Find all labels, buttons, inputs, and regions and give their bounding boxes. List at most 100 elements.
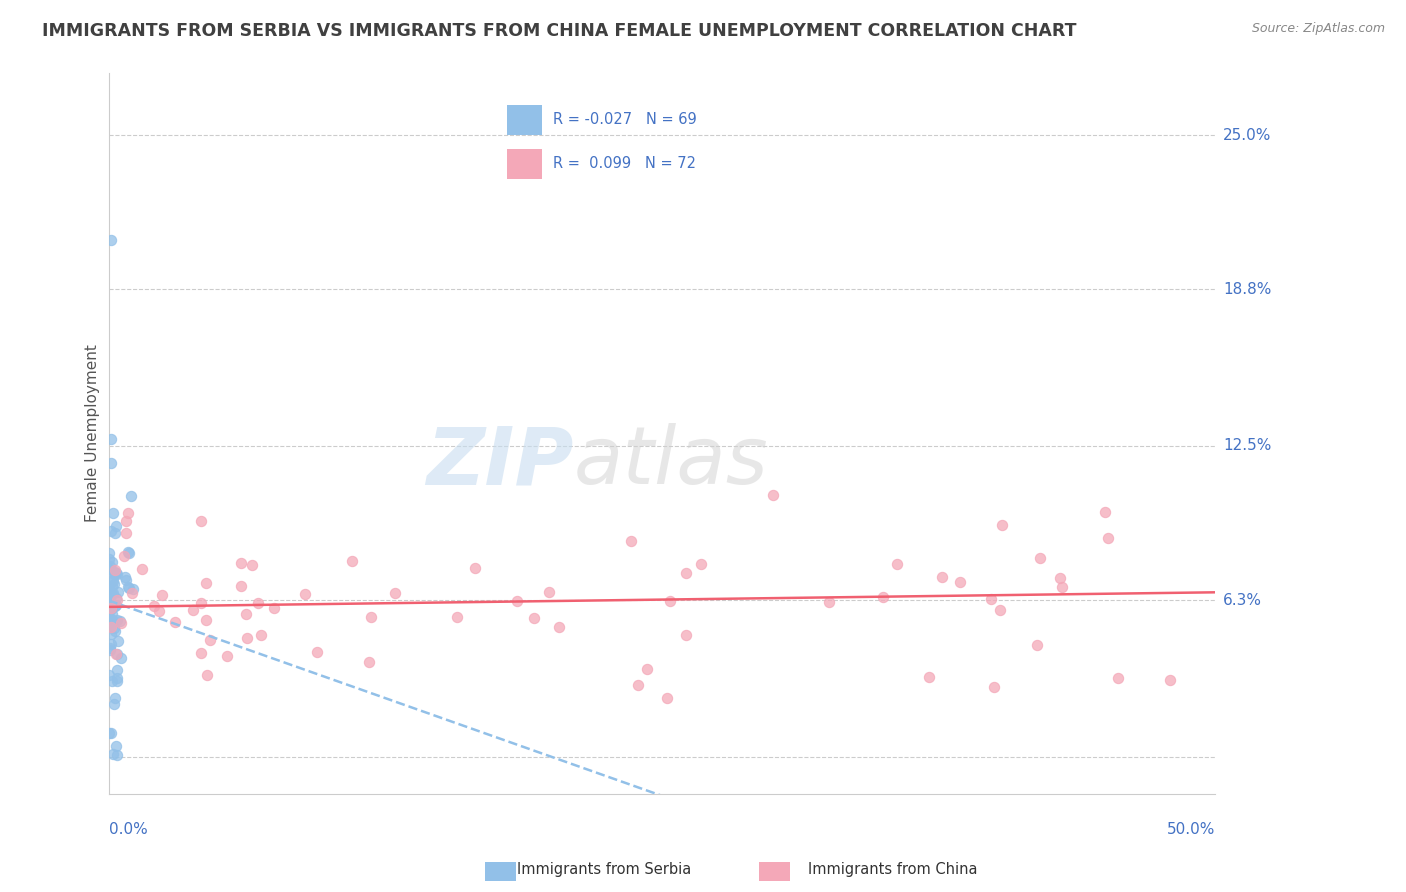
Text: atlas: atlas xyxy=(574,424,768,501)
Point xyxy=(115,526,138,541)
Point xyxy=(247,596,270,610)
Point xyxy=(104,599,127,613)
Point xyxy=(131,562,153,576)
Point xyxy=(105,592,128,607)
Point xyxy=(523,610,546,624)
Point xyxy=(104,566,127,581)
Point xyxy=(195,668,218,682)
Point xyxy=(98,559,121,574)
Point xyxy=(190,646,212,660)
Point xyxy=(655,691,678,706)
Text: 50.0%: 50.0% xyxy=(1167,822,1215,837)
Point xyxy=(100,674,122,689)
Point xyxy=(110,615,132,630)
Point xyxy=(690,558,713,572)
Y-axis label: Female Unemployment: Female Unemployment xyxy=(86,344,100,523)
Point xyxy=(105,671,128,685)
Point xyxy=(194,613,217,627)
Point xyxy=(104,565,127,579)
Text: ZIP: ZIP xyxy=(426,424,574,501)
Text: IMMIGRANTS FROM SERBIA VS IMMIGRANTS FROM CHINA FEMALE UNEMPLOYMENT CORRELATION : IMMIGRANTS FROM SERBIA VS IMMIGRANTS FRO… xyxy=(42,22,1077,40)
Point xyxy=(215,648,238,663)
Point xyxy=(100,626,122,640)
Point xyxy=(117,545,139,559)
Point xyxy=(886,557,908,571)
Point xyxy=(918,670,941,684)
Point xyxy=(249,628,271,642)
Point xyxy=(949,575,972,590)
Point xyxy=(538,585,561,599)
Point xyxy=(236,631,259,645)
Point xyxy=(190,596,212,610)
Point xyxy=(107,747,129,762)
Point xyxy=(98,583,121,598)
Point xyxy=(357,656,380,670)
Point xyxy=(97,616,120,631)
Point xyxy=(120,489,142,503)
Point xyxy=(98,610,121,624)
Point xyxy=(1094,505,1116,519)
Point xyxy=(107,585,129,599)
Point xyxy=(360,610,382,624)
Point xyxy=(121,586,143,600)
Point xyxy=(97,668,120,682)
Text: 6.3%: 6.3% xyxy=(1223,592,1263,607)
Point xyxy=(931,570,953,584)
Text: Immigrants from China: Immigrants from China xyxy=(808,863,977,877)
Point xyxy=(110,651,132,665)
Point xyxy=(97,725,120,739)
Point xyxy=(636,662,658,676)
Point xyxy=(98,640,121,655)
Text: 18.8%: 18.8% xyxy=(1223,282,1271,297)
Point xyxy=(200,632,222,647)
Point xyxy=(98,551,121,566)
Point xyxy=(107,663,129,677)
Point xyxy=(294,587,316,601)
Text: 25.0%: 25.0% xyxy=(1223,128,1271,143)
Point xyxy=(1050,580,1073,594)
Text: 0.0%: 0.0% xyxy=(108,822,148,837)
Point xyxy=(105,647,128,661)
Point xyxy=(115,514,138,528)
Point xyxy=(104,691,127,706)
Point xyxy=(114,570,136,584)
Point xyxy=(104,566,127,580)
Point xyxy=(103,566,125,581)
Point xyxy=(1029,550,1052,565)
Point xyxy=(103,697,125,711)
Point xyxy=(231,556,253,570)
Point xyxy=(105,591,128,605)
Point xyxy=(114,573,136,587)
Point xyxy=(104,624,127,639)
Point xyxy=(384,586,406,600)
Point xyxy=(1049,571,1071,585)
Text: Source: ZipAtlas.com: Source: ZipAtlas.com xyxy=(1251,22,1385,36)
Point xyxy=(818,595,841,609)
Point xyxy=(990,603,1012,617)
Point xyxy=(100,620,122,634)
Text: Immigrants from Serbia: Immigrants from Serbia xyxy=(517,863,692,877)
Point xyxy=(1159,673,1181,688)
Point xyxy=(103,586,125,600)
Point xyxy=(305,645,328,659)
Point xyxy=(659,593,682,607)
Point xyxy=(150,588,173,602)
Point xyxy=(100,233,122,247)
Point xyxy=(340,554,363,568)
Point xyxy=(165,615,187,629)
Point xyxy=(107,633,129,648)
Point xyxy=(194,575,217,590)
Point xyxy=(101,506,124,520)
Point xyxy=(263,600,285,615)
Point xyxy=(110,614,132,628)
Point xyxy=(100,432,122,446)
Point xyxy=(104,526,127,541)
Point xyxy=(98,599,121,614)
Point xyxy=(547,620,569,634)
Point xyxy=(181,603,204,617)
Point xyxy=(118,581,141,595)
Point xyxy=(101,579,124,593)
Point xyxy=(143,599,166,614)
Point xyxy=(446,610,468,624)
Point xyxy=(506,593,529,607)
